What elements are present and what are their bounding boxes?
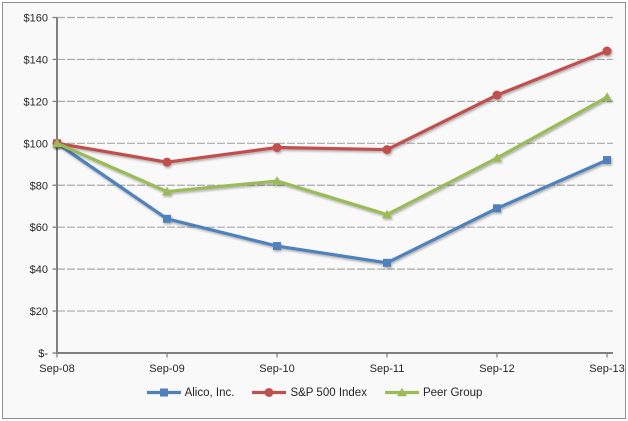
x-axis-tick-label: Sep-12 bbox=[479, 363, 514, 375]
y-axis-tick-label: $160 bbox=[24, 13, 48, 25]
y-axis-tick-label: $20 bbox=[30, 306, 48, 318]
circle-marker-icon bbox=[382, 145, 392, 155]
triangle-marker-icon bbox=[162, 186, 172, 196]
triangle-marker-icon bbox=[272, 176, 282, 185]
triangle-marker-icon bbox=[396, 387, 407, 397]
triangle-marker-icon bbox=[382, 209, 392, 219]
x-axis-tick-label: Sep-09 bbox=[149, 363, 184, 375]
x-axis-tick-label: Sep-11 bbox=[370, 363, 405, 375]
series-peer-group bbox=[52, 92, 612, 219]
square-marker-icon bbox=[603, 156, 611, 165]
circle-marker-icon bbox=[602, 46, 612, 56]
legend-item-alico: Alico, Inc. bbox=[146, 386, 235, 399]
triangle-marker-icon bbox=[602, 92, 612, 101]
series-s-p-500-index bbox=[52, 46, 612, 167]
triangle-marker-icon bbox=[492, 153, 502, 162]
triangle-marker-icon bbox=[384, 387, 419, 397]
square-marker-icon bbox=[163, 214, 171, 223]
triangle-marker-icon bbox=[52, 138, 62, 148]
x-axis-tick-label: Sep-08 bbox=[39, 363, 74, 375]
legend-item-peer-group: Peer Group bbox=[384, 386, 482, 399]
legend-label: S&P 500 Index bbox=[290, 386, 367, 399]
square-marker-icon bbox=[146, 388, 181, 397]
legend-label: Alico, Inc. bbox=[184, 386, 235, 399]
legend-label: Peer Group bbox=[422, 386, 483, 399]
performance-line-chart: $160 $140 $120 $100 $80 $60 $40 $20 $- Sep-08 Sep-… bbox=[24, 13, 625, 376]
y-axis-tick-label: $100 bbox=[24, 138, 48, 150]
chart-legend: Alico, Inc. S&P 500 Index Peer Group bbox=[0, 386, 628, 399]
x-axis-tick-label: Sep-13 bbox=[589, 363, 624, 375]
series-line-alico-inc bbox=[55, 141, 609, 265]
square-marker-icon bbox=[273, 242, 281, 251]
y-axis-tick-label: $140 bbox=[24, 54, 48, 66]
y-axis-tick-label: $60 bbox=[30, 222, 48, 234]
square-marker-icon bbox=[493, 204, 501, 213]
series-line-peer-group bbox=[55, 95, 609, 217]
y-axis-tick-label: $40 bbox=[30, 264, 48, 276]
y-axis-tick-label: $80 bbox=[30, 180, 48, 192]
square-marker-icon bbox=[383, 258, 391, 267]
y-axis-tick-label: $- bbox=[38, 348, 48, 360]
circle-marker-icon bbox=[252, 388, 287, 397]
circle-marker-icon bbox=[492, 90, 502, 100]
y-axis-tick-label: $120 bbox=[24, 96, 48, 108]
circle-marker-icon bbox=[162, 157, 172, 167]
x-axis-tick-label: Sep-10 bbox=[259, 363, 294, 375]
series-line-s-p-500-index bbox=[55, 49, 609, 164]
circle-marker-icon bbox=[272, 143, 282, 153]
square-marker-icon bbox=[159, 388, 168, 397]
circle-marker-icon bbox=[264, 388, 274, 397]
legend-item-sp500: S&P 500 Index bbox=[251, 386, 367, 399]
